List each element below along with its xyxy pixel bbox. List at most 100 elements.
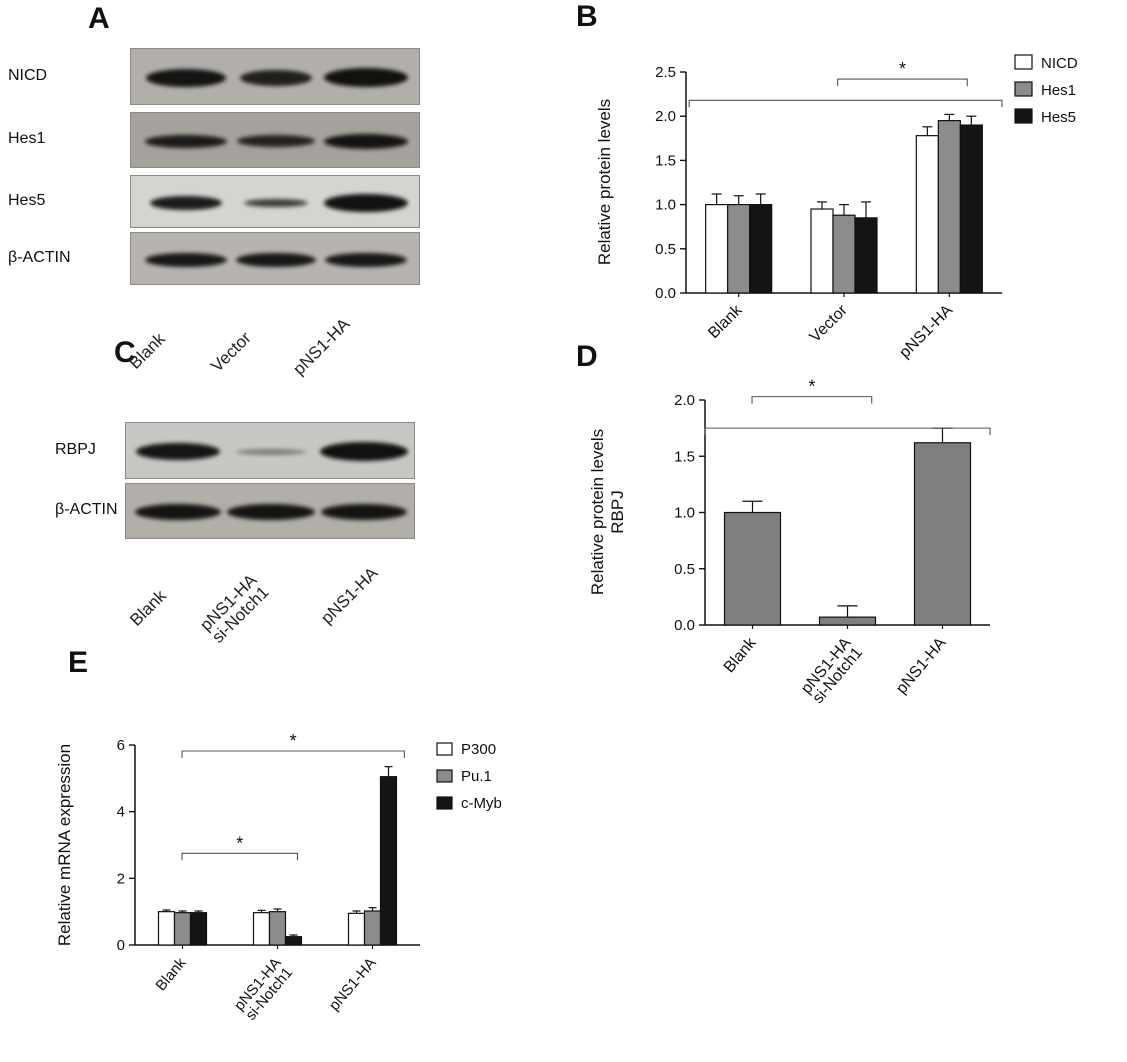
protein-band — [319, 442, 408, 461]
legend-swatch-Hes1 — [1014, 81, 1033, 97]
blot-row-label: Hes5 — [8, 191, 46, 209]
lane-label: pNS1-HA — [317, 563, 382, 628]
protein-band — [136, 443, 221, 460]
blot-row-label: Hes1 — [8, 130, 46, 147]
legend-label: c-Myb — [461, 795, 502, 812]
blot-image — [130, 112, 420, 168]
y-tick-label: 0.5 — [674, 561, 695, 578]
legend-swatch-c-Myb — [436, 796, 453, 810]
significance-star: * — [290, 731, 297, 751]
protein-band — [135, 504, 222, 520]
protein-band — [150, 195, 223, 210]
y-tick-label: 1.0 — [655, 197, 676, 214]
legend-label: NICD — [1041, 55, 1078, 72]
legend-swatch-Pu.1 — [436, 769, 453, 783]
bar-P300 — [347, 912, 366, 946]
protein-band — [237, 135, 315, 147]
y-tick-label: 0.0 — [655, 285, 676, 302]
category-label: pNS1-HA — [326, 955, 380, 1014]
bar-NICD — [915, 135, 939, 294]
significance-star: * — [899, 59, 906, 79]
panel-label-d: D — [576, 340, 598, 373]
bar-c-Myb — [189, 912, 208, 946]
bar-c-Myb — [379, 776, 398, 946]
blot-image — [125, 422, 415, 479]
bar-chart-mrna-expression: 0 2 4 6 Blank pNS1-HAsi-Notch1 pNS1-HA * * Relati… — [55, 731, 502, 1024]
panel-label-b: B — [576, 0, 598, 33]
blot-row-label: β-ACTIN — [8, 248, 71, 266]
y-tick-label: 4 — [117, 804, 125, 821]
legend-label: Pu.1 — [461, 768, 492, 785]
bar-Hes5 — [854, 217, 878, 294]
legend-label: P300 — [461, 741, 496, 758]
protein-band — [227, 504, 315, 520]
bar-Hes5 — [749, 204, 773, 294]
protein-band — [320, 504, 407, 520]
bar-Pu.1 — [268, 911, 287, 946]
lane-label-line: pNS1-HA — [317, 563, 382, 628]
blot-image — [130, 48, 420, 105]
protein-band — [323, 133, 408, 149]
bar-c-Myb — [284, 936, 303, 946]
protein-band — [244, 198, 308, 207]
category-label: pNS1-HAsi-Notch1 — [231, 955, 296, 1024]
y-tick-label: 0.5 — [655, 241, 676, 258]
y-tick-label: 2 — [117, 870, 125, 887]
y-tick-label: 2.0 — [674, 392, 695, 409]
bar-Hes1 — [727, 204, 751, 294]
significance-bracket — [181, 852, 299, 861]
y-tick-label: 0 — [117, 937, 125, 954]
panel-label-c: C — [114, 336, 136, 369]
blot-row-label: RBPJ — [55, 440, 96, 458]
protein-band — [236, 252, 316, 267]
y-tick-label: 1.5 — [674, 448, 695, 465]
significance-star: * — [808, 377, 815, 397]
legend-label: Hes1 — [1041, 82, 1076, 99]
bar-RBPJ — [913, 442, 972, 626]
blot-image — [125, 483, 415, 539]
bar-P300 — [252, 912, 271, 946]
category-label: pNS1-HA — [893, 634, 950, 697]
legend-swatch-Hes5 — [1014, 108, 1033, 124]
bar-P300 — [157, 911, 176, 946]
y-tick-label: 1.5 — [655, 152, 676, 169]
significance-bracket — [181, 750, 405, 758]
protein-band — [145, 134, 228, 148]
blot-image — [130, 175, 420, 228]
y-tick-label: 2.0 — [655, 108, 676, 125]
y-axis-title: Relative mRNA expression — [55, 744, 74, 946]
lane-label: Blank — [126, 586, 170, 630]
legend-swatch-NICD — [1014, 54, 1033, 70]
y-axis-title: Relative protein levelsRBPJ — [588, 429, 627, 595]
protein-band — [324, 252, 407, 267]
bar-NICD — [810, 208, 834, 294]
y-tick-label: 6 — [117, 737, 125, 754]
blot-row-label: NICD — [8, 66, 48, 84]
protein-band — [236, 448, 306, 455]
y-tick-label: 2.5 — [655, 64, 676, 81]
significance-star: * — [236, 833, 243, 853]
panel-label-e: E — [68, 646, 89, 679]
significance-bracket — [688, 99, 1003, 108]
legend-swatch-P300 — [436, 742, 453, 756]
category-label: pNS1-HAsi-Notch1 — [798, 634, 866, 707]
bar-RBPJ — [723, 511, 782, 626]
bar-Pu.1 — [173, 912, 192, 946]
bar-Hes1 — [832, 214, 856, 294]
protein-band — [323, 68, 408, 87]
category-label: Blank — [721, 634, 760, 676]
significance-bracket — [751, 396, 873, 404]
panel-label-a: A — [88, 2, 110, 35]
bar-RBPJ — [818, 616, 877, 626]
protein-band — [145, 252, 228, 267]
blot-row-label: β-ACTIN — [55, 501, 118, 518]
bar-Hes1 — [937, 120, 961, 294]
bar-NICD — [705, 204, 729, 294]
significance-bracket — [837, 78, 968, 87]
significance-bracket — [704, 427, 991, 436]
bar-Hes5 — [959, 124, 983, 294]
